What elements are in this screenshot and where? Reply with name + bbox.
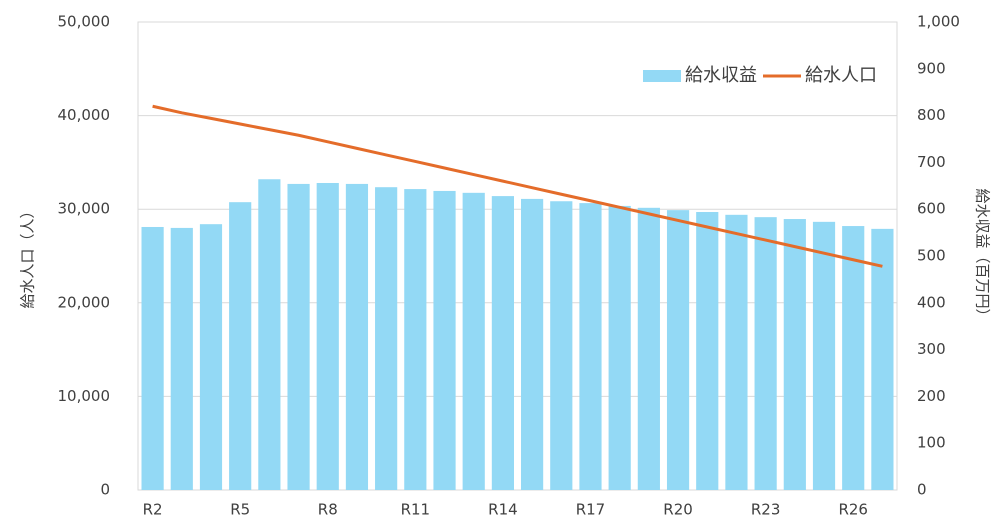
x-tick-label: R20 <box>663 501 693 519</box>
bar <box>725 214 748 491</box>
bar <box>229 202 252 490</box>
x-tick-label: R14 <box>488 501 518 519</box>
y2-axis-label: 給水収益（百万円） <box>974 188 992 323</box>
plot-frame <box>137 21 898 491</box>
x-tick-label: R23 <box>751 501 781 519</box>
bar <box>345 183 369 491</box>
bar <box>462 192 485 490</box>
bar <box>433 190 456 490</box>
y-tick-label: 30,000 <box>58 200 111 218</box>
y2-tick-label: 500 <box>917 247 946 265</box>
y-axis-label: 給水人口（人） <box>19 203 37 308</box>
y2-tick-label: 1,000 <box>917 13 960 31</box>
bar <box>696 212 719 490</box>
x-tick-label: R17 <box>576 501 606 519</box>
bar <box>666 210 690 491</box>
bar <box>170 227 193 491</box>
bar <box>141 226 164 490</box>
bar <box>812 221 836 490</box>
legend-label: 給水人口 <box>805 65 877 86</box>
legend-label: 給水収益 <box>685 65 757 86</box>
bar <box>842 226 865 490</box>
bar <box>199 224 223 490</box>
y2-tick-label: 900 <box>917 59 946 77</box>
bar <box>550 201 573 490</box>
legend-swatch <box>643 70 681 82</box>
bar <box>783 219 806 490</box>
line <box>152 104 883 268</box>
y-tick-label: 20,000 <box>58 293 111 311</box>
y-tick-label: 50,000 <box>58 13 111 31</box>
y2-tick-label: 100 <box>917 434 946 452</box>
y2-tick-label: 0 <box>917 481 927 499</box>
y2-tick-label: 200 <box>917 387 946 405</box>
x-tick-label: R5 <box>230 501 250 519</box>
y-tick-label: 10,000 <box>58 387 111 405</box>
bar <box>871 228 894 490</box>
y-tick-label: 40,000 <box>58 106 111 124</box>
bar <box>579 203 602 490</box>
x-tick-label: R8 <box>318 501 338 519</box>
bar <box>521 198 544 491</box>
y-tick-label: 0 <box>100 481 110 499</box>
bar <box>754 217 777 490</box>
y2-tick-label: 700 <box>917 153 946 171</box>
y2-tick-label: 600 <box>917 200 946 218</box>
x-tick-label: R2 <box>143 501 163 519</box>
bar <box>375 187 398 491</box>
bar <box>491 196 514 490</box>
y2-tick-label: 400 <box>917 293 946 311</box>
bar <box>608 205 631 490</box>
bar <box>258 179 281 491</box>
bar <box>316 182 339 490</box>
bar <box>404 189 427 491</box>
x-tick-label: R26 <box>838 501 868 519</box>
y2-tick-label: 800 <box>917 106 946 124</box>
y2-tick-label: 300 <box>917 340 946 358</box>
bar <box>637 207 660 490</box>
bar <box>287 183 310 491</box>
x-tick-label: R11 <box>401 501 431 519</box>
